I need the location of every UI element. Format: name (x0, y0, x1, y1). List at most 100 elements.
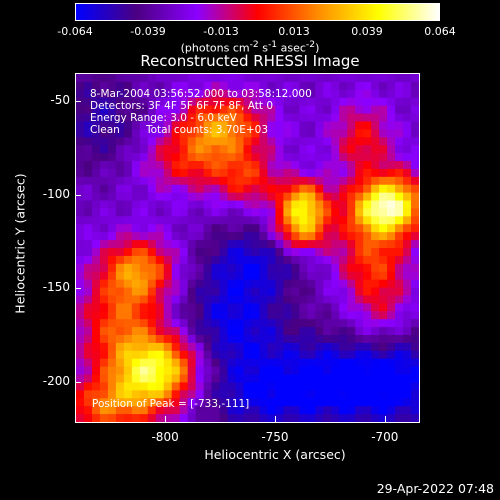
heatmap-cell (203, 168, 213, 178)
heatmap-cell (219, 208, 229, 217)
heatmap-cell (243, 366, 253, 376)
heatmap-cell (147, 161, 157, 170)
heatmap-cell (76, 335, 85, 344)
heatmap-cell (291, 303, 300, 312)
heatmap-cell (76, 311, 85, 320)
heatmap-cell (403, 342, 412, 352)
heatmap-cell (195, 161, 205, 170)
heatmap-cell (395, 327, 404, 336)
heatmap-cell (91, 224, 101, 233)
heatmap-cell (411, 279, 419, 289)
heatmap-cell (171, 81, 181, 91)
heatmap-cell (179, 319, 189, 328)
heatmap-cell (195, 350, 205, 360)
heatmap-cell (115, 145, 125, 154)
heatmap-cell (147, 382, 157, 391)
heatmap-cell (227, 208, 237, 217)
heatmap-cell (267, 97, 277, 107)
heatmap-cell (347, 327, 356, 336)
heatmap-cell (139, 390, 149, 399)
heatmap-cell (115, 97, 125, 107)
heatmap-cell (163, 319, 173, 328)
heatmap-cell (267, 137, 277, 146)
heatmap-cell (371, 255, 380, 265)
heatmap-cell (323, 153, 332, 162)
heatmap-cell (179, 105, 189, 115)
heatmap-cell (251, 113, 261, 123)
heatmap-cell (131, 327, 141, 336)
heatmap-cell (123, 287, 133, 297)
heatmap-cell (179, 89, 189, 99)
heatmap-cell (291, 255, 300, 265)
heatmap-cell (91, 97, 101, 107)
heatmap-cell (155, 161, 165, 170)
heatmap-cell (283, 350, 292, 360)
heatmap-cell (219, 350, 229, 360)
heatmap-cell (283, 192, 292, 202)
heatmap-cell (395, 129, 404, 138)
heatmap-cell (411, 406, 419, 415)
heatmap-cell (299, 311, 308, 320)
heatmap-cell (227, 192, 237, 202)
heatmap-cell (339, 271, 348, 281)
heatmap-cell (235, 248, 245, 257)
heatmap-cell (187, 216, 197, 225)
heatmap-cell (155, 319, 165, 328)
heatmap-cell (371, 200, 380, 210)
heatmap-cell (323, 129, 332, 138)
heatmap-cell (267, 398, 277, 407)
heatmap-cell (315, 287, 324, 297)
heatmap-cell (323, 263, 332, 273)
heatmap-cell (139, 192, 149, 202)
heatmap-cell (203, 382, 213, 391)
heatmap-cell (195, 319, 205, 328)
heatmap-cell (187, 248, 197, 257)
heatmap-cell (355, 192, 364, 202)
heatmap-cell (83, 335, 93, 344)
heatmap-cell (227, 113, 237, 123)
heatmap-cell (339, 89, 348, 99)
heatmap-cell (275, 311, 284, 320)
heatmap-cell (371, 113, 380, 123)
heatmap-cell (355, 374, 364, 384)
heatmap-cell (227, 414, 237, 422)
heatmap-cell (187, 113, 197, 123)
heatmap-cell (291, 327, 300, 336)
heatmap-cell (147, 121, 157, 130)
heatmap-cell (291, 271, 300, 281)
heatmap-cell (76, 105, 85, 115)
heatmap-cell (259, 200, 269, 210)
heatmap-cell (123, 398, 133, 407)
heatmap-cell (259, 398, 269, 407)
heatmap-cell (91, 192, 101, 202)
heatmap-cell (339, 145, 348, 154)
heatmap-cell (299, 382, 308, 391)
heatmap-cell (131, 382, 141, 391)
heatmap-cell (307, 168, 316, 178)
heatmap-cell (91, 89, 101, 99)
heatmap-cell (227, 295, 237, 304)
heatmap-cell (99, 192, 109, 202)
heatmap-cell (123, 161, 133, 170)
heatmap-cell (163, 295, 173, 304)
heatmap-cell (299, 390, 308, 399)
heatmap-cell (251, 74, 261, 83)
heatmap-cell (139, 153, 149, 162)
heatmap-cell (243, 168, 253, 178)
heatmap-cell (219, 271, 229, 281)
heatmap-cell (339, 240, 348, 249)
heatmap-cell (219, 406, 229, 415)
heatmap-cell (395, 287, 404, 297)
heatmap-cell (115, 240, 125, 249)
heatmap-cell (187, 232, 197, 241)
heatmap-cell (163, 121, 173, 130)
heatmap-cell (275, 263, 284, 273)
heatmap-cell (91, 129, 101, 138)
heatmap-cell (331, 208, 340, 217)
heatmap-cell (163, 350, 173, 360)
heatmap-cell (323, 255, 332, 265)
heatmap-cell (403, 335, 412, 344)
heatmap-cell (267, 232, 277, 241)
heatmap-cell (395, 224, 404, 233)
heatmap-cell (371, 176, 380, 186)
